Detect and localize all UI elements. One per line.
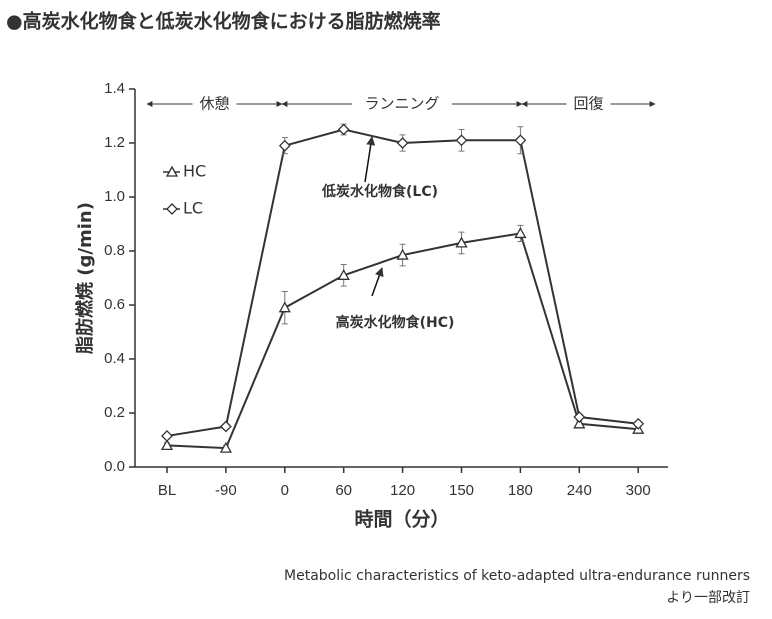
y-tick-label: 0.0 [104,458,125,475]
point [219,420,232,433]
x-tick-label: -90 [215,482,237,499]
point [337,268,350,280]
x-axis-label: 時間（分） [354,508,449,531]
y-tick-label: 0.8 [104,242,125,259]
point [161,430,173,442]
annotation: 高炭水化物食(HC) [336,314,455,331]
point [337,123,350,136]
y-axis-label: 脂肪燃焼 (g/min) [74,202,96,354]
y-tick-label: 1.4 [104,80,125,97]
legend-marker [166,203,178,215]
point [632,417,645,430]
x-tick-label: 150 [449,482,474,499]
phase-label: 回復 [573,95,603,113]
legend-label: HC [183,162,206,181]
point [278,139,291,152]
y-tick-label: 0.6 [104,296,125,313]
x-tick-label: BL [158,482,176,499]
point [396,137,409,149]
y-tick-label: 0.4 [104,350,125,367]
point [396,248,409,260]
legend-marker [165,165,179,177]
phase-label: 休憩 [199,95,229,113]
phase-label: ランニング [364,95,439,113]
point [514,227,527,239]
annotation-arrow [364,136,376,183]
line [166,128,639,437]
annotation-arrow [371,267,384,297]
point [455,236,468,248]
x-tick-label: 60 [335,482,352,499]
x-tick-label: 180 [508,482,533,499]
x-tick-label: 0 [281,482,289,499]
source: より一部改訂 [666,590,750,606]
x-tick-label: 240 [567,482,592,499]
y-tick-label: 1.0 [104,188,125,205]
point [160,439,174,451]
point [573,411,586,423]
chart-title: ●高炭水化物食と低炭水化物食における脂肪燃焼率 [6,10,441,33]
point [219,441,233,453]
annotation: 低炭水化物食(LC) [321,183,438,200]
y-tick-label: 1.2 [104,134,125,151]
x-tick-label: 120 [390,482,415,499]
point [573,417,586,429]
x-tick-label: 300 [626,482,651,499]
y-tick-label: 0.2 [104,404,125,421]
source: Metabolic characteristics of keto-adapte… [284,568,750,584]
legend-label: LC [183,199,203,218]
point [455,134,468,147]
point [514,134,527,147]
point [278,301,291,313]
